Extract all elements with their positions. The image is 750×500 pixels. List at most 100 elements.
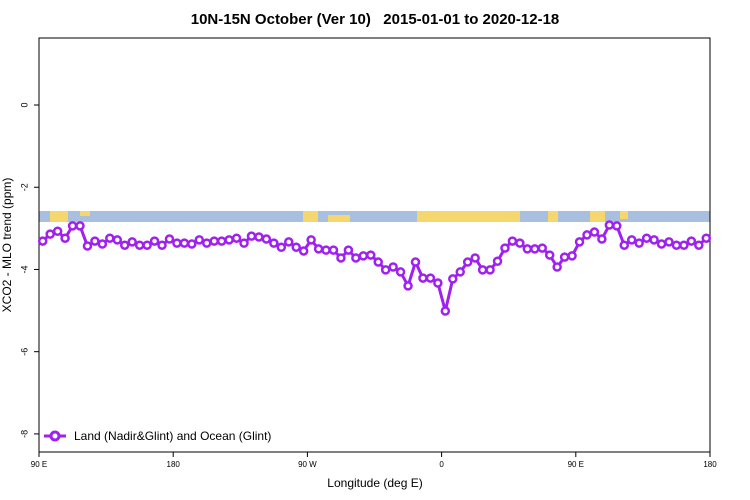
data-point: [105, 233, 115, 243]
data-point: [82, 241, 93, 251]
data-point: [656, 239, 667, 249]
data-point: [216, 236, 227, 246]
data-point: [448, 274, 458, 284]
data-point: [313, 244, 324, 254]
data-point: [597, 234, 607, 244]
data-point: [388, 262, 398, 272]
data-point: [612, 221, 622, 231]
data-point: [574, 237, 585, 247]
data-point: [686, 236, 697, 246]
data-point: [701, 233, 712, 243]
data-point: [440, 306, 451, 316]
data-point: [522, 244, 533, 254]
land-strip: [80, 211, 90, 216]
data-point: [433, 278, 443, 288]
data-point: [239, 238, 249, 248]
data-point: [462, 257, 473, 267]
data-point: [306, 235, 316, 245]
data-point: [515, 238, 525, 248]
data-point: [67, 221, 78, 231]
land-strip: [590, 211, 605, 222]
data-point: [202, 238, 212, 248]
legend: Land (Nadir&Glint) and Ocean (Glint): [44, 429, 271, 443]
land-strip: [417, 211, 520, 222]
land-strip: [303, 211, 318, 222]
x-tick-label: 180: [703, 460, 717, 469]
x-tick-label: 180: [167, 460, 181, 469]
data-point: [261, 234, 272, 244]
data-point: [172, 238, 182, 248]
data-point: [485, 265, 495, 275]
data-point: [530, 244, 540, 254]
data-point: [604, 220, 615, 230]
data-point: [634, 238, 644, 248]
data-point: [179, 238, 190, 248]
data-point: [119, 240, 130, 250]
data-point: [343, 245, 354, 255]
data-point: [298, 246, 309, 256]
data-point: [671, 240, 682, 250]
y-tick-label: -2: [19, 183, 29, 191]
data-point: [619, 240, 630, 250]
data-point: [328, 245, 339, 255]
x-tick-label: 90 E: [31, 460, 47, 469]
land-strip: [50, 211, 68, 222]
data-point: [187, 239, 197, 249]
data-point: [470, 253, 480, 263]
x-tick-label: 0: [439, 460, 444, 469]
plot-frame: [38, 37, 711, 453]
data-point: [380, 265, 391, 275]
data-point: [425, 273, 436, 283]
chart-title: 10N-15N October (Ver 10) 2015-01-01 to 2…: [191, 11, 560, 28]
data-point: [694, 240, 704, 250]
legend-label: Land (Nadir&Glint) and Ocean (Glint): [74, 429, 271, 443]
data-point: [209, 236, 219, 246]
data-point: [664, 237, 674, 247]
x-tick-label: 90 W: [298, 460, 317, 469]
data-point: [537, 243, 547, 253]
data-point: [284, 237, 294, 247]
data-point: [373, 257, 383, 267]
data-point: [477, 265, 488, 275]
data-point: [336, 253, 346, 263]
y-axis-title: XCO2 - MLO trend (ppm): [0, 178, 14, 313]
data-point: [269, 238, 279, 248]
data-point: [679, 240, 689, 250]
data-point: [567, 251, 577, 261]
data-point: [582, 230, 592, 240]
data-point: [127, 237, 137, 247]
data-point: [649, 235, 659, 245]
data-point: [60, 233, 70, 243]
data-point: [418, 273, 428, 283]
ocean-strip: [39, 211, 710, 222]
data-point: [410, 257, 421, 267]
data-point: [90, 236, 100, 246]
data-point: [45, 229, 55, 239]
data-point: [641, 233, 652, 243]
data-point: [37, 236, 48, 246]
data-point: [149, 236, 160, 246]
data-point: [358, 251, 369, 261]
data-point: [134, 240, 145, 250]
data-point: [589, 227, 600, 237]
y-tick-label: -4: [19, 265, 29, 273]
data-point: [455, 267, 465, 277]
data-point: [507, 236, 518, 246]
data-point: [500, 243, 510, 253]
y-tick-label: 0: [19, 103, 29, 108]
y-tick-label: -6: [19, 348, 29, 356]
data-point: [97, 239, 108, 249]
y-tick-label: -8: [19, 430, 29, 438]
x-axis-title: Longitude (deg E): [327, 476, 422, 490]
data-point: [366, 250, 376, 260]
data-point: [112, 235, 123, 245]
data-point: [276, 242, 287, 253]
legend-marker: [49, 430, 61, 442]
data-point: [254, 232, 264, 242]
data-point: [164, 234, 175, 244]
data-point: [52, 226, 63, 236]
data-point: [142, 240, 152, 250]
data-point: [321, 245, 331, 255]
x-tick-label: 90 E: [568, 460, 584, 469]
